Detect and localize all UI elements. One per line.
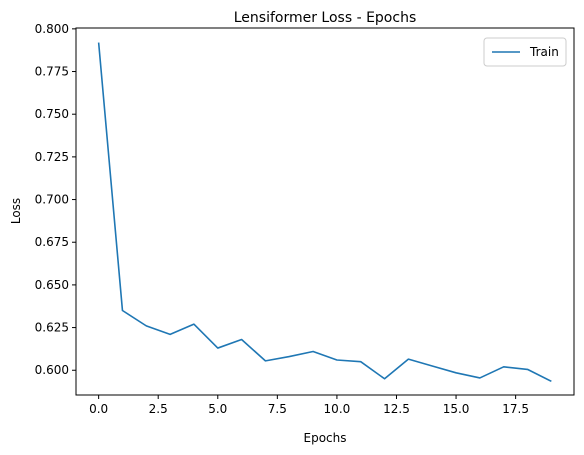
- y-tick-label: 0.700: [35, 193, 69, 207]
- y-tick-label: 0.750: [35, 107, 69, 121]
- x-tick-label: 7.5: [268, 402, 287, 416]
- y-tick-label: 0.800: [35, 22, 69, 36]
- y-tick-label: 0.775: [35, 65, 69, 79]
- x-axis-title: Epochs: [304, 431, 347, 445]
- legend-label: Train: [529, 45, 559, 59]
- plot-frame: [75, 27, 575, 396]
- x-tick-label: 17.5: [502, 402, 529, 416]
- y-tick-label: 0.600: [35, 363, 69, 377]
- y-tick-label: 0.675: [35, 235, 69, 249]
- x-tick-label: 2.5: [149, 402, 168, 416]
- y-tick-label: 0.625: [35, 321, 69, 335]
- y-tick-label: 0.650: [35, 278, 69, 292]
- x-tick-label: 0.0: [89, 402, 108, 416]
- x-tick-label: 15.0: [443, 402, 470, 416]
- legend: Train: [483, 37, 567, 67]
- chart-title: Lensiformer Loss - Epochs: [234, 10, 417, 26]
- plot-area: 0.0 2.5 5.0 7.5 10.0 12.5 15.0 17.5 0.600 0.625 0.…: [35, 22, 575, 416]
- x-tick-label: 10.0: [324, 402, 351, 416]
- x-tick-label: 12.5: [383, 402, 410, 416]
- y-axis-title: Loss: [9, 198, 23, 224]
- series-line-train: [97, 42, 552, 383]
- y-tick-label: 0.725: [35, 150, 69, 164]
- legend-box: [483, 37, 567, 67]
- x-tick-label: 5.0: [208, 402, 227, 416]
